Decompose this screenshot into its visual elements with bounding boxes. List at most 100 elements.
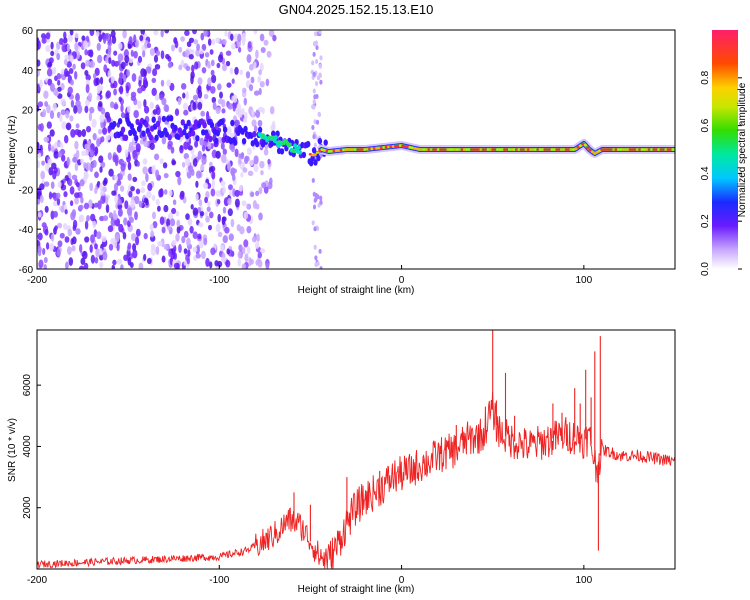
noise-speck bbox=[168, 248, 172, 258]
noise-speck bbox=[151, 194, 156, 201]
noise-speck bbox=[199, 164, 205, 171]
signal-band bbox=[167, 134, 172, 141]
noise-speck bbox=[207, 140, 212, 150]
noise-speck bbox=[117, 198, 122, 206]
noise-speck bbox=[313, 244, 317, 250]
noise-speck bbox=[231, 173, 236, 182]
noise-speck bbox=[56, 41, 61, 50]
noise-speck bbox=[239, 69, 243, 76]
noise-speck bbox=[94, 256, 99, 264]
noise-speck bbox=[70, 79, 74, 86]
snr-y-axis-label: SNR (10 * v/v) bbox=[7, 418, 18, 482]
signal-band bbox=[257, 126, 263, 133]
signal-peak bbox=[460, 148, 464, 151]
noise-speck bbox=[154, 153, 160, 161]
noise-speck bbox=[116, 242, 120, 252]
signal-band bbox=[279, 148, 285, 155]
noise-speck bbox=[74, 42, 79, 52]
x-tick-label: 100 bbox=[576, 275, 593, 286]
y-tick-label: 0 bbox=[27, 146, 33, 157]
noise-speck bbox=[63, 191, 68, 198]
signal-peak bbox=[477, 148, 481, 151]
signal-peak bbox=[446, 148, 450, 151]
spectrogram-y-axis-label: Frequency (Hz) bbox=[7, 116, 18, 185]
noise-speck bbox=[259, 33, 265, 42]
noise-speck bbox=[201, 156, 207, 165]
noise-speck bbox=[244, 253, 249, 263]
noise-speck bbox=[253, 164, 259, 172]
noise-speck bbox=[38, 259, 44, 269]
x-tick-label: -200 bbox=[27, 275, 47, 286]
signal-peak bbox=[349, 148, 353, 151]
noise-speck bbox=[64, 209, 68, 215]
noise-speck bbox=[312, 99, 316, 105]
noise-speck bbox=[197, 150, 203, 160]
noise-speck bbox=[132, 243, 137, 252]
signal-peak bbox=[413, 147, 417, 150]
signal-peak bbox=[507, 148, 512, 151]
noise-speck bbox=[59, 37, 64, 46]
noise-speck bbox=[128, 216, 135, 224]
noise-speck bbox=[63, 37, 68, 44]
noise-speck bbox=[113, 174, 119, 181]
noise-speck bbox=[44, 229, 49, 236]
snr-panel: -200 -100 0 100 2000 4000 6000 Height of stra… bbox=[7, 329, 676, 595]
noise-speck bbox=[124, 149, 129, 158]
noise-speck bbox=[248, 159, 254, 167]
noise-speck bbox=[169, 218, 176, 227]
signal-peak bbox=[645, 148, 649, 151]
noise-speck bbox=[220, 257, 227, 263]
noise-speck bbox=[85, 162, 91, 171]
noise-speck bbox=[116, 258, 123, 265]
noise-speck bbox=[37, 59, 41, 67]
noise-speck bbox=[84, 99, 90, 107]
signal-peak bbox=[626, 148, 630, 151]
noise-speck bbox=[315, 45, 319, 51]
noise-speck bbox=[315, 59, 319, 64]
noise-speck bbox=[100, 107, 106, 115]
signal-peak bbox=[470, 148, 474, 151]
signal-peak bbox=[588, 148, 592, 152]
signal-peak bbox=[308, 153, 312, 156]
signal-peak bbox=[574, 147, 578, 151]
noise-speck bbox=[137, 100, 142, 109]
noise-speck bbox=[177, 176, 182, 186]
noise-speck bbox=[84, 236, 90, 243]
signal-peak bbox=[370, 147, 374, 150]
noise-speck bbox=[99, 248, 103, 256]
noise-speck bbox=[258, 187, 263, 195]
signal-peak bbox=[628, 148, 632, 151]
noise-speck bbox=[107, 69, 112, 79]
noise-speck bbox=[164, 30, 170, 34]
noise-speck bbox=[128, 57, 134, 64]
signal-peak bbox=[387, 145, 391, 149]
signal-peak bbox=[619, 148, 623, 151]
noise-speck bbox=[139, 34, 144, 42]
noise-speck bbox=[74, 162, 79, 172]
noise-speck bbox=[267, 158, 271, 165]
noise-speck bbox=[97, 54, 103, 64]
signal-peak bbox=[334, 149, 339, 152]
signal-band bbox=[230, 119, 235, 127]
spectrogram-panel: -200 -100 0 100 60 40 20 0 -20 -40 -60 Height of … bbox=[7, 26, 676, 296]
noise-speck bbox=[157, 240, 163, 247]
noise-speck bbox=[187, 219, 193, 226]
noise-speck bbox=[63, 134, 69, 144]
noise-speck bbox=[135, 143, 141, 153]
signal-band bbox=[123, 134, 129, 141]
noise-speck bbox=[228, 184, 233, 191]
noise-speck bbox=[248, 257, 252, 267]
noise-speck bbox=[108, 57, 112, 65]
noise-speck bbox=[227, 208, 233, 217]
spectrogram-x-axis-label: Height of straight line (km) bbox=[298, 285, 415, 296]
noise-speck bbox=[149, 101, 155, 110]
y-tick-label: 4000 bbox=[22, 435, 33, 458]
noise-speck bbox=[155, 106, 161, 116]
noise-speck bbox=[127, 256, 132, 266]
noise-speck bbox=[163, 172, 169, 179]
noise-speck bbox=[106, 116, 112, 123]
noise-speck bbox=[89, 60, 96, 69]
signal-peak bbox=[353, 148, 358, 151]
noise-speck bbox=[43, 136, 50, 143]
